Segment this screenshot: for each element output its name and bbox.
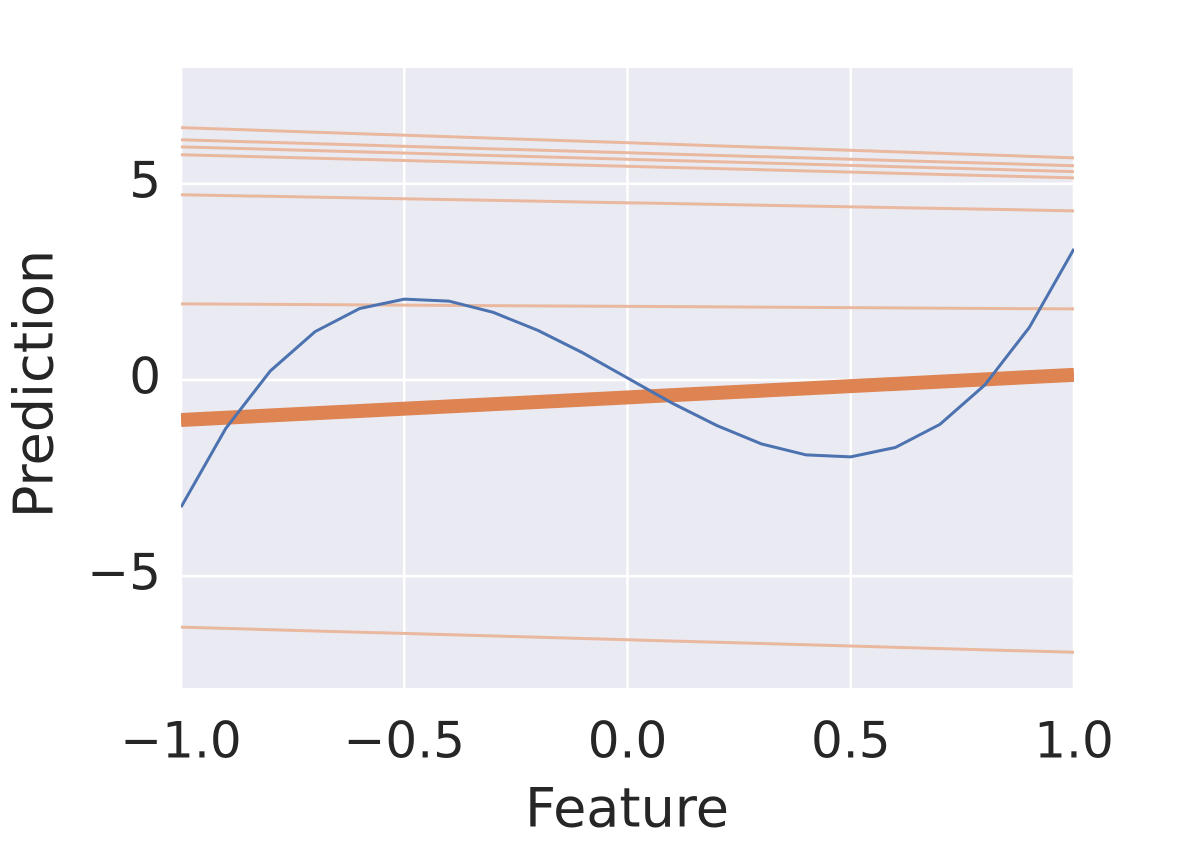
line [181, 153, 1074, 180]
x-tick-label: 1.0 [1034, 712, 1114, 770]
line [181, 138, 1074, 168]
y-tick-label: 0 [129, 347, 161, 405]
line [181, 193, 1074, 213]
line [181, 625, 1074, 654]
line [181, 145, 1074, 174]
x-tick-label: 0.0 [588, 712, 668, 770]
y-axis-label: Prediction [3, 250, 66, 518]
x-tick-label: −0.5 [344, 712, 465, 770]
x-axis-label: Feature [525, 777, 729, 840]
y-tick-label: 5 [129, 151, 161, 209]
line [181, 126, 1074, 160]
line [181, 248, 1074, 508]
x-tick-label: 0.5 [811, 712, 891, 770]
y-tick-label: −5 [87, 544, 161, 602]
x-tick-label: −1.0 [120, 712, 241, 770]
line [181, 367, 1074, 427]
line [181, 302, 1074, 311]
